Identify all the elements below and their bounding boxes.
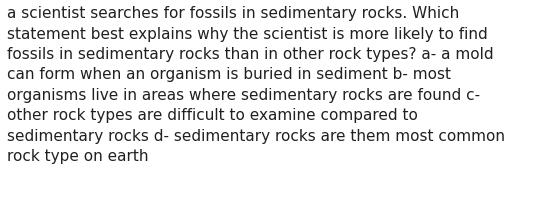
Text: a scientist searches for fossils in sedimentary rocks. Which
statement best expl: a scientist searches for fossils in sedi… [7, 6, 504, 164]
